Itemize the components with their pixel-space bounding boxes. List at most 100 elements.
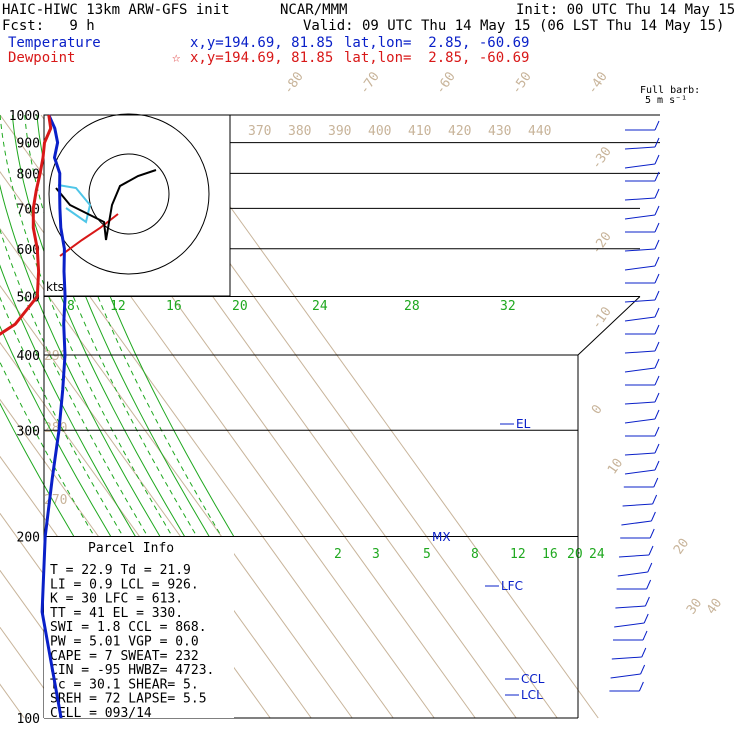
wind-barb-flag (638, 681, 644, 692)
parcel-row: PW = 5.01 VGP = 0.0 (50, 635, 199, 650)
isotherm-label: 10 (605, 456, 626, 477)
isotherm-line (163, 114, 599, 719)
pressure-label: 400 (17, 349, 40, 364)
wind-barb (624, 469, 656, 475)
wind-barb-flag (654, 205, 660, 216)
wind-barb-flag (654, 120, 660, 131)
temperature-line (40, 114, 67, 719)
header-valid: Valid: 09 UTC Thu 14 May 15 (06 LST Thu … (303, 18, 725, 34)
mixing-ratio-line (0, 114, 173, 537)
theta-label: 440 (528, 124, 551, 139)
isotherm-label: 30 (684, 596, 705, 617)
wind-barb (624, 316, 656, 322)
mixing-label: 8 (67, 299, 75, 314)
theta-label: 410 (408, 124, 431, 139)
wind-barb (617, 571, 648, 577)
wind-barb-flag (654, 256, 660, 267)
wind-barb-flag (647, 562, 653, 573)
wind-barb-flag (654, 341, 660, 352)
wind-barb-flag (654, 222, 660, 233)
parcel-row: SREH = 72 LAPSE= 5.5 (50, 692, 207, 707)
theta-label: 430 (488, 124, 511, 139)
mixing-label: 12 (510, 547, 526, 562)
wind-barb-flag (654, 290, 660, 301)
pressure-label: 800 (17, 167, 40, 182)
mixing-label: 20 (232, 299, 248, 314)
isotherm-label: -30 (589, 144, 615, 172)
pressure-label: 100 (17, 712, 40, 727)
isotherm-label: 20 (671, 536, 692, 557)
parcel-row: Tc = 30.1 SHEAR= 5. (50, 677, 199, 692)
level-marker-label: LCL (521, 688, 543, 702)
wind-barb-flag (654, 409, 660, 420)
mixing-label: 20 (567, 547, 583, 562)
wind-barb-flag (646, 579, 652, 590)
barb-key-units: 5 m s⁻¹ (645, 95, 688, 106)
theta-label: 280 (44, 421, 67, 436)
mixing-label: 32 (500, 299, 516, 314)
mixing-label: 8 (471, 547, 479, 562)
theta-label: 400 (368, 124, 391, 139)
wind-barb (624, 299, 656, 303)
wind-barb-flag (654, 358, 660, 369)
hodograph-label: kts (46, 280, 64, 294)
wind-barb-flag (654, 307, 660, 318)
wind-barb-flag (653, 477, 659, 488)
chart-right-border (577, 296, 641, 356)
temp-location: x,y=194.69, 81.85 (190, 35, 334, 51)
mixing-label: 2 (334, 547, 342, 562)
wind-barb (624, 367, 656, 373)
pressure-label: 600 (17, 243, 40, 258)
pressure-label: 300 (17, 424, 40, 439)
theta-label: 370 (248, 124, 271, 139)
header-model: HAIC-HIWC 13km ARW-GFS init (2, 2, 230, 18)
wind-barb (624, 401, 656, 405)
isotherm-label: -70 (357, 69, 383, 97)
level-marker-label: LFC (501, 579, 523, 593)
hodograph-trace-mid (57, 184, 92, 224)
mixing-label: 3 (372, 547, 380, 562)
header-init: Init: 00 UTC Thu 14 May 15 (516, 2, 736, 18)
hodograph-ring (88, 153, 170, 235)
parcel-row: CELL = 093/14 (50, 706, 152, 721)
wind-barb (614, 622, 645, 628)
wind-barb (624, 452, 656, 456)
dewpoint-latlon: lat,lon= 2.85, -60.69 (344, 50, 530, 66)
wind-barb (624, 265, 656, 271)
wind-barb (624, 418, 656, 424)
wind-barb (618, 554, 650, 558)
wind-barb (610, 673, 641, 679)
wind-barb-flag (648, 545, 654, 556)
isotherm-line (0, 569, 107, 719)
mixing-label: 12 (110, 299, 126, 314)
dewpoint-location: x,y=194.69, 81.85 (190, 50, 334, 66)
pressure-label: 900 (17, 137, 40, 152)
wind-barb-flag (642, 630, 648, 641)
wind-barb (624, 197, 656, 201)
pressure-label: 1000 (9, 109, 40, 124)
mixing-label: 16 (542, 547, 558, 562)
theta-label: 390 (328, 124, 351, 139)
wind-barb-flag (649, 528, 655, 539)
wind-barb-flag (654, 154, 660, 165)
wind-barb (624, 350, 656, 354)
isotherm-label: 0 (589, 402, 606, 417)
isotherm-label: -10 (589, 304, 615, 332)
isotherm-label: -40 (585, 69, 611, 97)
wind-barb (615, 605, 646, 609)
isotherm-label: -20 (589, 229, 615, 257)
pressure-label: 700 (17, 202, 40, 217)
parcel-title: Parcel Info (88, 541, 174, 556)
wind-barb-flag (654, 460, 660, 471)
wind-barb (624, 214, 656, 220)
isotherm-line (0, 227, 353, 719)
mixing-label: 24 (589, 547, 605, 562)
parcel-box (44, 537, 234, 718)
wind-barb (624, 248, 656, 252)
wind-barb-flag (654, 324, 660, 335)
pressure-label: 200 (17, 530, 40, 545)
parcel-row: K = 30 LFC = 613. (50, 592, 183, 607)
hodograph-frame (43, 114, 231, 297)
level-marker-label: MX (432, 530, 451, 544)
